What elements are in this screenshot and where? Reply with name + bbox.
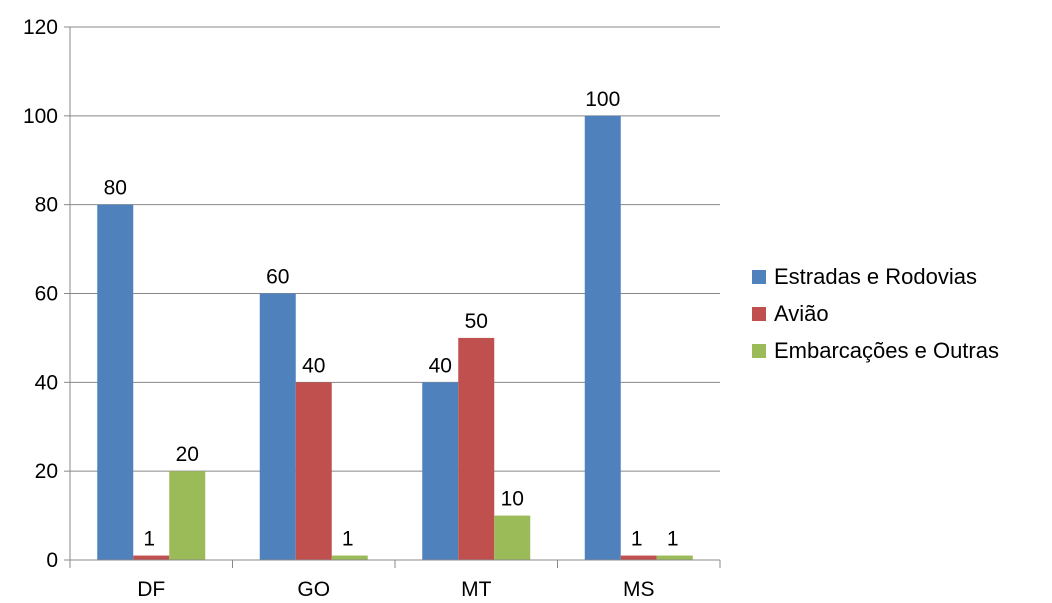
data-label: 50: [465, 310, 488, 333]
data-label: 1: [143, 528, 155, 551]
legend-swatch: [752, 344, 766, 358]
x-tick-label: MT: [461, 578, 491, 601]
bar: [422, 382, 458, 560]
bar: [169, 471, 205, 560]
y-tick-label: 40: [35, 371, 58, 394]
legend-item: Estradas e Rodovias: [752, 258, 999, 295]
data-label: 40: [429, 354, 452, 377]
x-tick-label: GO: [297, 578, 330, 601]
bar: [494, 516, 530, 560]
y-tick-label: 60: [35, 283, 58, 306]
bar: [296, 382, 332, 560]
legend-swatch: [752, 270, 766, 284]
y-tick-label: 100: [23, 105, 58, 128]
y-tick-label: 80: [35, 194, 58, 217]
bar: [332, 556, 368, 560]
axes: [64, 27, 720, 568]
bar: [585, 116, 621, 560]
y-tick-label: 0: [46, 549, 58, 572]
y-tick-label: 20: [35, 460, 58, 483]
legend-label: Avião: [774, 301, 829, 327]
bar: [260, 294, 296, 561]
bar: [657, 556, 693, 560]
data-label: 100: [585, 88, 620, 111]
data-label: 1: [631, 528, 643, 551]
legend-label: Estradas e Rodovias: [774, 264, 977, 290]
y-tick-label: 120: [23, 16, 58, 39]
data-label: 1: [667, 528, 679, 551]
bars: [97, 116, 693, 560]
data-label: 40: [302, 354, 325, 377]
data-label: 1: [342, 528, 354, 551]
data-label: 80: [104, 177, 127, 200]
x-tick-label: MS: [623, 578, 655, 601]
legend: Estradas e Rodovias Avião Embarcações e Ou…: [752, 258, 999, 369]
legend-item: Embarcações e Outras: [752, 332, 999, 369]
bar: [97, 205, 133, 560]
data-label: 60: [266, 266, 289, 289]
legend-label: Embarcações e Outras: [774, 338, 999, 364]
data-label: 20: [176, 443, 199, 466]
bar: [133, 556, 169, 560]
gridlines: [70, 27, 720, 471]
x-tick-label: DF: [137, 578, 165, 601]
bar: [621, 556, 657, 560]
legend-item: Avião: [752, 295, 999, 332]
data-label: 10: [501, 488, 524, 511]
bar: [458, 338, 494, 560]
legend-swatch: [752, 307, 766, 321]
